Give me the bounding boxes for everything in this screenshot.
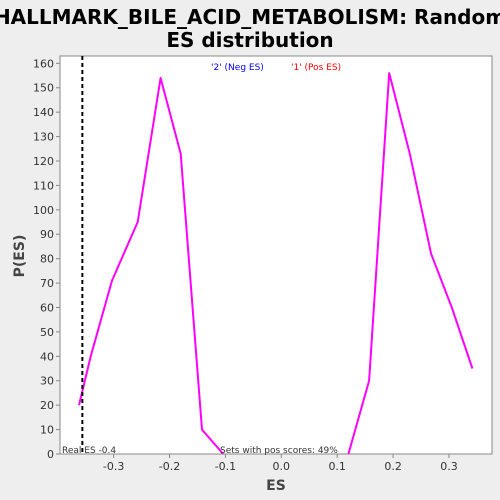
- y-tick-label: 90: [40, 228, 54, 241]
- chart-title-line-1: HALLMARK_BILE_ACID_METABOLISM: Random: [0, 5, 500, 29]
- x-axis: -0.3 -0.2 -0.1 0.0 0.1 0.2 0.3: [103, 454, 458, 473]
- y-tick-label: 120: [33, 155, 54, 168]
- y-axis-title: P(ES): [12, 235, 28, 278]
- x-tick-label: -0.3: [103, 460, 124, 473]
- y-tick-label: 80: [40, 253, 54, 266]
- plot-area: [59, 55, 493, 455]
- real-es-label: Real ES -0.4: [62, 446, 116, 456]
- x-tick-label: 0.0: [273, 460, 291, 473]
- pos-scores-annotation: Sets with pos scores: 49%: [220, 446, 338, 456]
- series-layer: [78, 72, 474, 455]
- y-tick-label: 60: [40, 301, 54, 314]
- series-neg-es-line: [78, 77, 224, 455]
- series-pos-es-line: [347, 72, 474, 455]
- x-tick-label: -0.1: [215, 460, 236, 473]
- y-tick-label: 150: [33, 82, 54, 95]
- y-tick-label: 40: [40, 350, 54, 363]
- x-tick-label: -0.2: [159, 460, 180, 473]
- chart-title-line-2: ES distribution: [166, 28, 333, 52]
- y-tick-label: 20: [40, 399, 54, 412]
- legend-pos-es: '1' (Pos ES): [291, 63, 341, 73]
- y-tick-label: 130: [33, 131, 54, 144]
- y-tick-label: 160: [33, 57, 54, 70]
- y-axis: 0 10 20 30 40 50 60 70 80 90 100 110 120 130 140 150 160: [33, 57, 60, 461]
- y-tick-label: 140: [33, 106, 54, 119]
- y-tick-label: 50: [40, 326, 54, 339]
- y-tick-label: 0: [47, 448, 54, 461]
- x-tick-label: 0.3: [440, 460, 458, 473]
- x-tick-label: 0.2: [384, 460, 402, 473]
- x-tick-label: 0.1: [328, 460, 346, 473]
- y-tick-label: 100: [33, 204, 54, 217]
- y-tick-label: 70: [40, 277, 54, 290]
- legend-neg-es: '2' (Neg ES): [211, 63, 264, 73]
- x-axis-title: ES: [266, 478, 286, 494]
- y-tick-label: 110: [33, 179, 54, 192]
- y-tick-label: 30: [40, 375, 54, 388]
- y-tick-label: 10: [40, 424, 54, 437]
